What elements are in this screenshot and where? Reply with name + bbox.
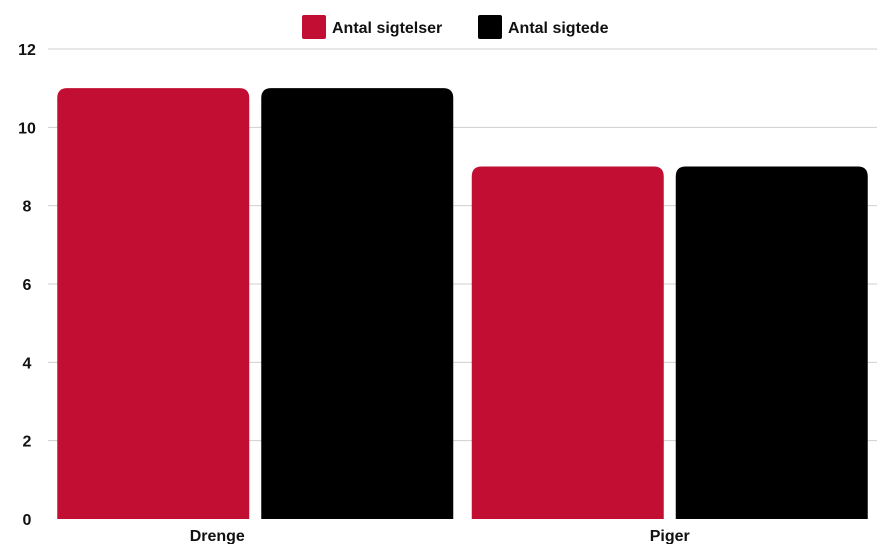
y-tick-label-2: 2 (23, 434, 32, 451)
y-tick-label-8: 8 (23, 199, 32, 216)
legend-label-1: Antal sigtede (508, 20, 609, 37)
bar-drenge-series-1 (261, 88, 454, 520)
y-tick-label-0: 0 (23, 512, 32, 529)
bar-drenge-series-0 (57, 88, 250, 520)
legend-label-0: Antal sigtelser (332, 20, 442, 37)
x-axis-category-labels: Drenge Piger (190, 528, 690, 544)
y-axis-tick-labels: 0 2 4 6 8 10 12 (18, 42, 36, 529)
x-category-label-drenge: Drenge (190, 528, 245, 544)
legend-swatch-0 (302, 15, 326, 39)
y-tick-label-10: 10 (18, 120, 36, 137)
x-category-label-piger: Piger (650, 528, 690, 544)
y-tick-label-12: 12 (18, 42, 36, 59)
legend: Antal sigtelser Antal sigtede (302, 15, 609, 39)
bars (57, 88, 868, 520)
bar-piger-series-0 (471, 166, 664, 519)
legend-swatch-1 (478, 15, 502, 39)
bar-piger-series-1 (675, 166, 868, 519)
y-tick-label-6: 6 (23, 277, 32, 294)
y-tick-label-4: 4 (23, 355, 32, 372)
